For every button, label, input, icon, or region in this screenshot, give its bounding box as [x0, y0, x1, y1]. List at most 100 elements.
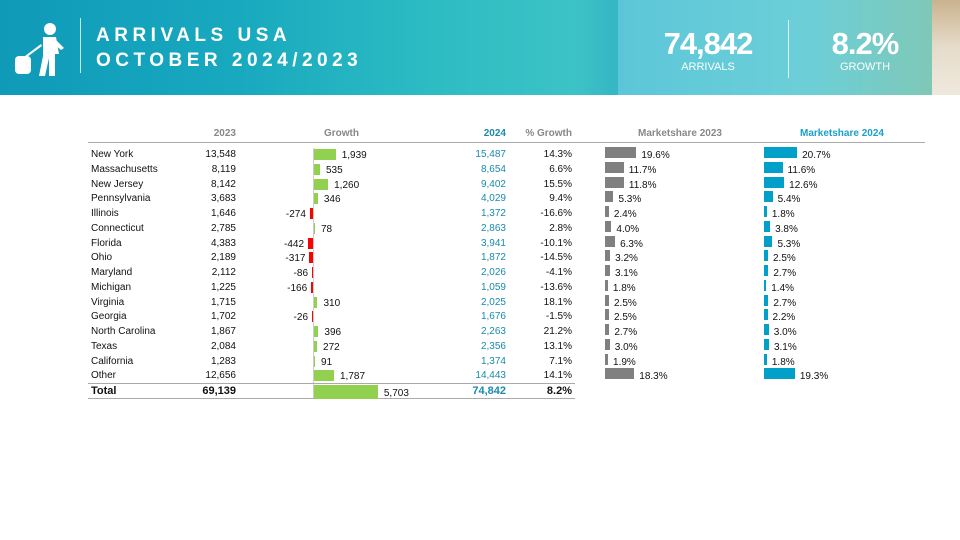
marketshare-2023-label: 6.3% [620, 238, 643, 250]
marketshare-2024-label: 1.4% [771, 282, 795, 294]
value-2024: 9,402 [480, 178, 506, 190]
pct-growth: 18.1% [543, 296, 572, 308]
value-2023: 69,139 [202, 385, 236, 397]
state-name: New York [91, 149, 134, 160]
marketshare-2023-label: 19.6% [641, 150, 670, 161]
growth-label: -26 [293, 312, 308, 324]
growth-label: 1,260 [334, 179, 360, 191]
value-2024: 8,654 [480, 163, 506, 175]
marketshare-2024-label: 1.8% [771, 209, 795, 220]
state-name: Florida [91, 237, 122, 249]
marketshare-2024-label: 5.3% [777, 238, 801, 250]
growth-label: 78 [321, 223, 333, 235]
growth-bar [314, 355, 316, 367]
marketshare-2023-bar [605, 176, 624, 188]
growth-bar [314, 178, 329, 190]
marketshare-2024-label: 19.3% [799, 371, 829, 383]
col-header-2023: 2023 [213, 128, 236, 139]
marketshare-2023-label: 4.0% [616, 223, 640, 235]
growth-bar [308, 237, 313, 249]
growth-label: 1,939 [341, 150, 367, 161]
marketshare-2023-label: 5.3% [618, 194, 642, 206]
pct-growth: -14.5% [540, 252, 572, 264]
marketshare-2024-label: 1.8% [771, 356, 795, 368]
beach-photo-edge [932, 0, 960, 95]
marketshare-2024-label: 5.4% [777, 194, 801, 206]
marketshare-2023-label: 2.5% [614, 312, 637, 324]
growth-label: -317 [285, 253, 306, 265]
growth-bar [314, 370, 334, 382]
marketshare-2023-label: 11.8% [628, 179, 657, 191]
value-2023: 2,189 [210, 252, 236, 264]
col-header-ms2024: Marketshare 2024 [800, 128, 884, 139]
state-name: Massachusetts [91, 163, 158, 175]
marketshare-2023-label: 18.3% [639, 371, 668, 383]
value-2024: 2,356 [480, 340, 506, 352]
growth-axis [313, 148, 314, 398]
value-2024: 2,863 [480, 222, 506, 234]
state-name: Michigan [91, 281, 132, 293]
growth-label: 91 [321, 356, 333, 368]
growth-label: 310 [323, 297, 341, 309]
value-2023: 1,715 [210, 296, 236, 308]
state-name: New Jersey [91, 178, 144, 190]
state-name: Maryland [91, 267, 133, 278]
growth-bar [312, 267, 313, 278]
marketshare-2024-bar [764, 309, 768, 321]
marketshare-2024-bar [764, 294, 769, 306]
marketshare-2023-bar [605, 235, 616, 247]
state-name: California [91, 355, 134, 367]
state-name: Texas [91, 340, 118, 352]
value-2024: 1,872 [480, 252, 506, 264]
value-2023: 1,702 [210, 311, 236, 323]
value-2024: 1,374 [480, 355, 506, 367]
pct-growth: -13.6% [540, 281, 572, 293]
value-2024: 2,026 [480, 267, 506, 278]
marketshare-2023-bar [605, 206, 609, 217]
pct-growth: 6.6% [549, 163, 572, 175]
col-header-pct-growth: % Growth [525, 128, 572, 139]
marketshare-2023-label: 2.5% [614, 297, 637, 309]
value-2023: 8,142 [210, 178, 236, 190]
marketshare-2024-bar [764, 206, 767, 217]
state-name: Total [91, 385, 117, 397]
marketshare-2023-label: 3.2% [615, 253, 638, 265]
value-2024: 15,487 [475, 149, 506, 160]
marketshare-2023-bar [605, 191, 614, 203]
growth-bar [314, 385, 378, 399]
state-name: North Carolina [91, 326, 156, 337]
value-2023: 2,112 [211, 267, 236, 278]
pct-growth: 21.2% [543, 326, 572, 337]
value-2024: 3,941 [480, 237, 506, 249]
growth-label: -442 [284, 238, 305, 250]
growth-bar [314, 326, 319, 337]
state-name: Ohio [91, 252, 113, 264]
kpi-growth-label: GROWTH [839, 61, 891, 73]
value-2024: 1,676 [480, 311, 506, 323]
value-2024: 2,263 [480, 326, 506, 337]
growth-label: -274 [285, 209, 306, 220]
title-divider [80, 18, 81, 73]
growth-label: 535 [325, 164, 343, 176]
growth-bar [314, 149, 336, 160]
kpi-arrivals-value: 74,842 [663, 26, 754, 61]
marketshare-2024-bar [764, 147, 798, 158]
value-2024: 14,443 [475, 370, 506, 382]
value-2023: 1,867 [210, 326, 236, 337]
growth-label: 396 [324, 327, 342, 338]
value-2023: 3,683 [210, 193, 236, 205]
kpi-panel [618, 0, 932, 95]
marketshare-2024-label: 3.8% [775, 223, 798, 235]
pct-growth: 13.1% [543, 340, 572, 352]
marketshare-2023-label: 3.0% [614, 341, 638, 353]
marketshare-2023-label: 1.8% [612, 282, 636, 294]
pct-growth: -1.5% [545, 311, 572, 323]
marketshare-2024-bar [764, 265, 769, 276]
value-2023: 1,283 [210, 355, 236, 367]
growth-bar [314, 222, 315, 234]
marketshare-2024-bar [764, 279, 767, 291]
total-rule-top [88, 383, 575, 384]
marketshare-2024-label: 2.7% [773, 297, 797, 309]
growth-bar [312, 311, 313, 323]
marketshare-2024-label: 2.2% [772, 312, 796, 324]
